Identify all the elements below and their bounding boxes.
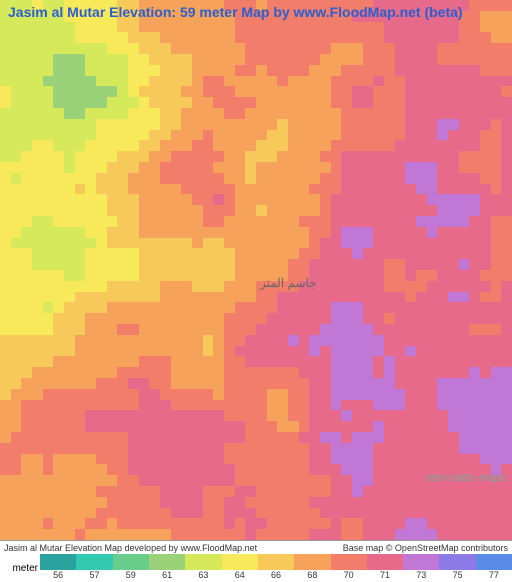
legend-swatch: 59 <box>113 554 149 582</box>
swatch-value: 73 <box>403 570 439 582</box>
swatch-value: 63 <box>185 570 221 582</box>
elevation-legend: meter 56575961636466687071737577 <box>0 554 512 582</box>
legend-swatch: 66 <box>258 554 294 582</box>
swatch-value: 70 <box>331 570 367 582</box>
elevation-map: جاسم المتر osm-static-maps <box>0 0 512 540</box>
swatch-value: 56 <box>40 570 76 582</box>
swatch-value: 57 <box>76 570 112 582</box>
legend-swatches: 56575961636466687071737577 <box>40 554 512 582</box>
swatch-color <box>40 554 76 570</box>
swatch-value: 66 <box>258 570 294 582</box>
legend-swatch: 71 <box>367 554 403 582</box>
legend-swatch: 68 <box>294 554 330 582</box>
swatch-color <box>222 554 258 570</box>
legend-swatch: 63 <box>185 554 221 582</box>
legend-swatch: 70 <box>331 554 367 582</box>
location-text: جاسم المتر <box>260 276 317 290</box>
legend-swatch: 57 <box>76 554 112 582</box>
swatch-color <box>367 554 403 570</box>
swatch-color <box>149 554 185 570</box>
attribution-left: Jasim al Mutar Elevation Map developed b… <box>4 543 257 553</box>
legend-swatch: 56 <box>40 554 76 582</box>
heatmap-grid <box>0 0 512 540</box>
location-label: جاسم المتر <box>260 276 317 290</box>
page-title: Jasim al Mutar Elevation: 59 meter Map b… <box>8 4 463 20</box>
swatch-value: 68 <box>294 570 330 582</box>
watermark-text: osm-static-maps <box>425 472 506 484</box>
attribution-right: Base map © OpenStreetMap contributors <box>343 543 508 553</box>
swatch-value: 71 <box>367 570 403 582</box>
swatch-value: 59 <box>113 570 149 582</box>
swatch-color <box>113 554 149 570</box>
attribution-bar: Jasim al Mutar Elevation Map developed b… <box>0 540 512 554</box>
swatch-color <box>76 554 112 570</box>
swatch-color <box>185 554 221 570</box>
swatch-value: 61 <box>149 570 185 582</box>
swatch-color <box>294 554 330 570</box>
swatch-color <box>331 554 367 570</box>
swatch-color <box>476 554 512 570</box>
title-text: Jasim al Mutar Elevation: 59 meter Map b… <box>8 4 463 20</box>
swatch-value: 64 <box>222 570 258 582</box>
legend-unit: meter <box>0 554 40 582</box>
swatch-value: 77 <box>476 570 512 582</box>
legend-swatch: 77 <box>476 554 512 582</box>
swatch-color <box>258 554 294 570</box>
swatch-value: 75 <box>439 570 475 582</box>
legend-swatch: 73 <box>403 554 439 582</box>
legend-swatch: 61 <box>149 554 185 582</box>
swatch-color <box>439 554 475 570</box>
legend-swatch: 64 <box>222 554 258 582</box>
map-watermark: osm-static-maps <box>425 472 506 484</box>
legend-swatch: 75 <box>439 554 475 582</box>
swatch-color <box>403 554 439 570</box>
